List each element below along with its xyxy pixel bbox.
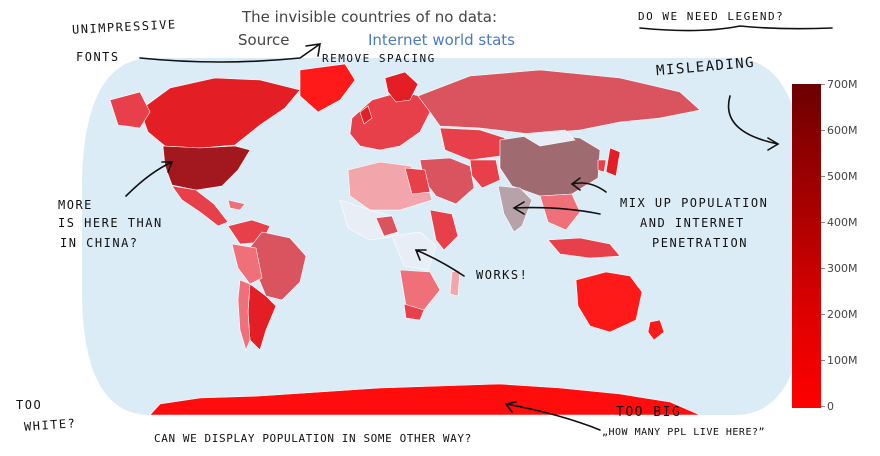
country-nigeria[interactable] bbox=[375, 215, 399, 237]
country-indonesia[interactable] bbox=[547, 237, 621, 259]
country-mexico[interactable] bbox=[171, 185, 229, 227]
country-scandinavia[interactable] bbox=[384, 71, 419, 103]
country-australia[interactable] bbox=[575, 271, 643, 333]
note-do-we-need-legend: DO WE NEED LEGEND? bbox=[638, 10, 785, 23]
country-madagascar[interactable] bbox=[449, 269, 461, 297]
colorbar-tick: 100M bbox=[827, 354, 858, 367]
country-antarctica[interactable] bbox=[149, 383, 701, 415]
country-egypt[interactable] bbox=[404, 167, 431, 195]
note-mix-up-line1: MIX UP POPULATION bbox=[620, 196, 769, 210]
note-more-line1: MORE bbox=[58, 198, 93, 212]
arrow-works bbox=[414, 249, 465, 277]
arrow-too-big bbox=[504, 401, 601, 431]
country-korea[interactable] bbox=[597, 159, 607, 173]
colorbar-tick: 400M bbox=[827, 216, 858, 229]
note-mix-up-line2: AND INTERNET bbox=[640, 216, 745, 230]
country-uk[interactable] bbox=[359, 105, 373, 125]
map-title: The invisible countries of no data: bbox=[242, 8, 498, 26]
country-greenland[interactable] bbox=[299, 63, 356, 113]
note-more-line3: IN CHINA? bbox=[60, 236, 139, 250]
colorbar-tick: 200M bbox=[827, 308, 858, 321]
country-iran[interactable] bbox=[469, 159, 501, 189]
colorbar-tick: 0 bbox=[827, 400, 834, 413]
note-mix-up-line3: PENETRATION bbox=[652, 236, 748, 250]
colorbar-tick: 300M bbox=[827, 262, 858, 275]
country-new-zealand[interactable] bbox=[647, 319, 665, 341]
source-label: Source bbox=[238, 31, 290, 49]
country-mongolia[interactable] bbox=[519, 129, 576, 147]
country-caribbean[interactable] bbox=[227, 199, 246, 211]
country-japan[interactable] bbox=[605, 147, 621, 177]
arrow-mix-up bbox=[570, 177, 607, 193]
arrow-misleading bbox=[727, 95, 780, 151]
note-works: WORKS! bbox=[476, 268, 529, 282]
note-remove-spacing: REMOVE SPACING bbox=[322, 52, 436, 65]
arrow-mix-up-india bbox=[512, 201, 601, 215]
country-south-africa[interactable] bbox=[403, 303, 425, 321]
country-russia[interactable] bbox=[417, 69, 701, 135]
country-canada[interactable] bbox=[139, 77, 301, 149]
source-link[interactable]: Internet world stats bbox=[368, 31, 515, 49]
country-chile[interactable] bbox=[237, 279, 251, 351]
country-peru-bolivia[interactable] bbox=[231, 243, 263, 285]
colorbar bbox=[792, 84, 821, 408]
country-east-africa[interactable] bbox=[429, 209, 459, 251]
colorbar-tick: 700M bbox=[827, 78, 858, 91]
colorbar-tick: 600M bbox=[827, 124, 858, 137]
arrow-fonts-to-title bbox=[139, 43, 321, 63]
note-too-line1: TOO bbox=[16, 398, 43, 412]
note-more-line2: IS HERE THAN bbox=[58, 216, 163, 230]
arrow-more-here bbox=[125, 161, 174, 197]
note-too-big: TOO BIG bbox=[616, 405, 682, 420]
note-can-we-display: CAN WE DISPLAY POPULATION IN SOME OTHER … bbox=[154, 432, 472, 445]
colorbar-tick: 500M bbox=[827, 170, 858, 183]
note-too-line2: WHITE? bbox=[23, 416, 77, 434]
country-southeast-asia[interactable] bbox=[539, 193, 581, 231]
country-southern-africa[interactable] bbox=[399, 269, 441, 311]
note-fonts: FONTS bbox=[76, 50, 120, 64]
note-how-many: „HOW MANY PPL LIVE HERE?” bbox=[602, 427, 766, 438]
underline-legend bbox=[639, 25, 833, 32]
country-alaska[interactable] bbox=[109, 91, 151, 129]
country-usa[interactable] bbox=[162, 145, 251, 191]
